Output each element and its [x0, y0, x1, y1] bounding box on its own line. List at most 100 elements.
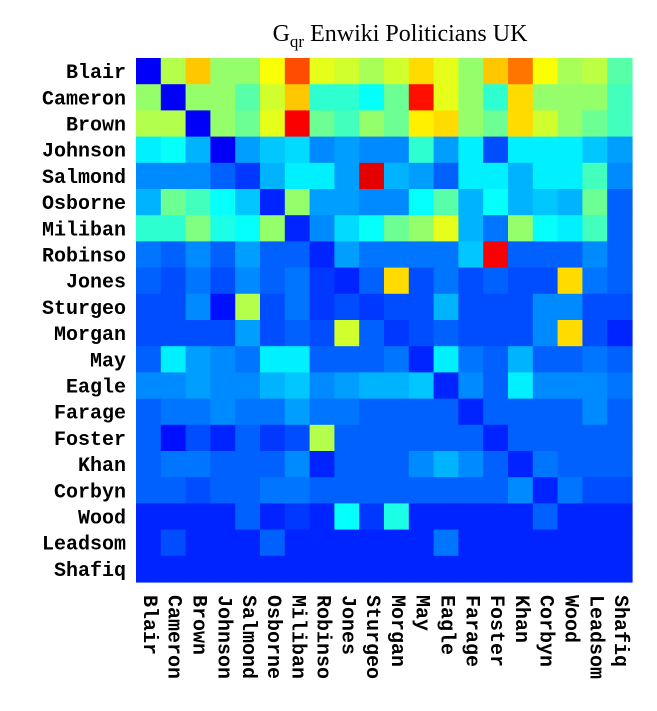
heatmap-cell-miliban-johnson [210, 215, 236, 242]
heatmap-cell-wood-osborne [260, 503, 286, 531]
heatmap-cell-blair-blair [136, 58, 162, 85]
heatmap-cell-eagle-morgan [384, 372, 410, 400]
heatmap-cell-farage-morgan [384, 398, 410, 426]
heatmap-cell-miliban-morgan [384, 215, 410, 242]
heatmap-cell-robinso-brown [185, 241, 211, 269]
heatmap-cell-johnson-jones [334, 136, 360, 164]
column-label-eagle: Eagle [435, 595, 458, 655]
heatmap-cell-salmond-foster [483, 162, 509, 190]
column-label-wood: Wood [559, 595, 582, 643]
heatmap-cell-may-cameron [160, 346, 187, 373]
heatmap-cell-khan-wood [557, 451, 583, 478]
row-label-khan: Khan [78, 455, 126, 478]
heatmap-cell-johnson-morgan [384, 136, 410, 164]
heatmap-cell-foster-shafiq [607, 424, 633, 452]
heatmap-cell-osborne-osborne [260, 189, 286, 216]
heatmap-cell-cameron-may [408, 84, 435, 111]
heatmap-cell-farage-leadsom [582, 398, 608, 426]
heatmap-cell-sturgeo-morgan [384, 293, 410, 321]
heatmap-cell-brown-foster [483, 110, 509, 138]
column-label-miliban: Miliban [286, 595, 309, 679]
heatmap-cell-cameron-shafiq [607, 84, 633, 111]
row-label-cameron: Cameron [42, 88, 126, 111]
heatmap-cell-morgan-jones [334, 320, 360, 347]
heatmap-cell-blair-cameron [160, 58, 187, 85]
heatmap-cell-foster-khan [508, 424, 534, 452]
heatmap-cell-osborne-salmond [235, 189, 261, 216]
heatmap-cell-corbyn-miliban [284, 477, 311, 504]
heatmap-cell-khan-miliban [284, 451, 311, 478]
heatmap-cell-morgan-robinso [309, 320, 335, 347]
heatmap-cell-farage-brown [185, 398, 211, 426]
heatmap-cell-foster-morgan [384, 424, 410, 452]
heatmap-cell-robinso-may [408, 241, 435, 269]
heatmap-cell-corbyn-eagle [433, 477, 459, 504]
heatmap-cell-robinso-khan [508, 241, 534, 269]
heatmap-cell-brown-blair [136, 110, 162, 138]
heatmap-cell-morgan-shafiq [607, 320, 633, 347]
heatmap-cell-miliban-robinso [309, 215, 335, 242]
heatmap-cell-foster-salmond [235, 424, 261, 452]
heatmap-cell-foster-brown [185, 424, 211, 452]
heatmap-cell-khan-shafiq [607, 451, 633, 478]
heatmap-cell-morgan-miliban [284, 320, 311, 347]
heatmap-cell-sturgeo-jones [334, 293, 360, 321]
heatmap-cell-corbyn-khan [508, 477, 534, 504]
heatmap-cell-johnson-osborne [260, 136, 286, 164]
heatmap-cell-farage-blair [136, 398, 162, 426]
heatmap-cell-jones-miliban [284, 267, 311, 295]
column-label-osborne: Osborne [261, 595, 284, 679]
heatmap-cell-may-wood [557, 346, 583, 373]
heatmap-cell-farage-osborne [260, 398, 286, 426]
heatmap-cell-foster-osborne [260, 424, 286, 452]
heatmap-cell-jones-eagle [433, 267, 459, 295]
heatmap-cell-osborne-miliban [284, 189, 311, 216]
heatmap-cell-eagle-shafiq [607, 372, 633, 400]
heatmap-cell-wood-foster [483, 503, 509, 531]
heatmap-cell-khan-robinso [309, 451, 335, 478]
heatmap-cell-corbyn-wood [557, 477, 583, 504]
heatmap-cell-shafiq-blair [136, 555, 162, 583]
heatmap-cell-miliban-sturgeo [359, 215, 385, 242]
column-label-leadsom: Leadsom [583, 595, 606, 679]
heatmap-cell-sturgeo-may [408, 293, 435, 321]
heatmap-cell-robinso-farage [458, 241, 484, 269]
heatmap-cell-leadsom-corbyn [532, 529, 559, 557]
row-label-farage: Farage [54, 403, 126, 426]
heatmap-cell-johnson-corbyn [532, 136, 559, 164]
heatmap-cell-cameron-corbyn [532, 84, 559, 111]
heatmap-cell-blair-wood [557, 58, 583, 85]
heatmap-cell-johnson-wood [557, 136, 583, 164]
heatmap-cell-may-eagle [433, 346, 459, 373]
heatmap-cell-blair-khan [508, 58, 534, 85]
heatmap-cell-cameron-blair [136, 84, 162, 111]
heatmap-cell-shafiq-sturgeo [359, 555, 385, 583]
heatmap-cell-johnson-blair [136, 136, 162, 164]
heatmap-cell-shafiq-jones [334, 555, 360, 583]
heatmap-cell-morgan-morgan [384, 320, 410, 347]
heatmap-cell-miliban-eagle [433, 215, 459, 242]
heatmap-cell-may-may [408, 346, 435, 373]
heatmap-cell-sturgeo-eagle [433, 293, 459, 321]
heatmap-cell-brown-salmond [235, 110, 261, 138]
column-label-brown: Brown [187, 595, 210, 655]
heatmap-cell-johnson-foster [483, 136, 509, 164]
heatmap-cell-osborne-leadsom [582, 189, 608, 216]
heatmap-cell-miliban-jones [334, 215, 360, 242]
heatmap-cell-wood-sturgeo [359, 503, 385, 531]
heatmap-cell-leadsom-khan [508, 529, 534, 557]
heatmap-cell-eagle-robinso [309, 372, 335, 400]
column-label-johnson: Johnson [211, 595, 234, 679]
heatmap-cell-khan-leadsom [582, 451, 608, 478]
heatmap-cell-jones-farage [458, 267, 484, 295]
heatmap-cell-blair-sturgeo [359, 58, 385, 85]
heatmap-cell-leadsom-foster [483, 529, 509, 557]
heatmap-cell-wood-jones [334, 503, 360, 531]
heatmap-cell-shafiq-robinso [309, 555, 335, 583]
heatmap-cell-johnson-shafiq [607, 136, 633, 164]
heatmap-cell-brown-brown [185, 110, 211, 138]
heatmap-cell-corbyn-corbyn [532, 477, 559, 504]
heatmap-cell-blair-farage [458, 58, 484, 85]
column-label-foster: Foster [484, 595, 507, 667]
